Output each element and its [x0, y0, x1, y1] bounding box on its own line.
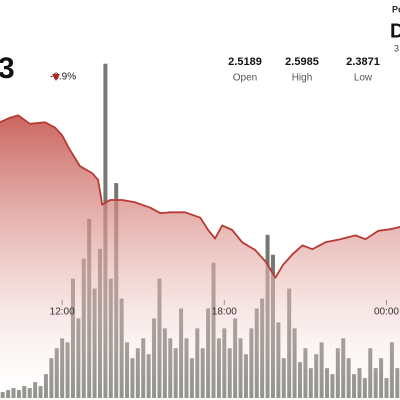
x-tick-label: 18:00 — [212, 307, 237, 318]
price-line — [0, 114, 400, 279]
down-arrow — [52, 74, 60, 81]
corner-text: D — [390, 20, 400, 42]
stat-label: Low — [354, 73, 373, 84]
plot — [0, 63, 400, 400]
price-area — [0, 115, 400, 400]
stat-label: High — [292, 73, 313, 84]
x-tick-label: 12:00 — [50, 307, 75, 318]
stat-label: Open — [233, 73, 257, 84]
price: 3 — [0, 52, 15, 85]
change: -0.9% — [50, 72, 76, 83]
stat-value: 2.5985 — [285, 56, 319, 68]
stat-value: 2.5189 — [228, 56, 262, 68]
x-tick-label: 00:00 — [374, 307, 399, 318]
labels: 3 -0.9% Po D 3 12:00 18:00 00:00 2.5189 Open… — [0, 4, 400, 317]
stat-value: 2.3871 — [346, 56, 380, 68]
corner-text: Po — [392, 4, 400, 14]
corner-text: 3 — [394, 43, 399, 53]
